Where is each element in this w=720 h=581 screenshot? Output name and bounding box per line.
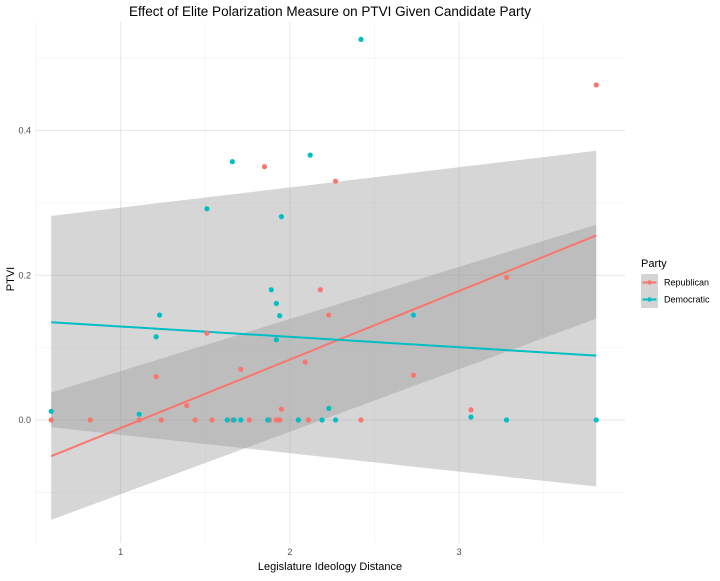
data-point-republican	[48, 417, 54, 423]
data-point-republican	[410, 372, 417, 378]
data-point-democratic	[136, 411, 142, 417]
data-point-republican	[593, 82, 599, 88]
data-point-republican	[302, 359, 308, 365]
legend-label-republican: Republican	[664, 278, 709, 288]
data-point-republican	[204, 330, 210, 336]
data-point-republican	[158, 417, 164, 423]
legend-key-point	[647, 297, 652, 302]
data-point-republican	[332, 178, 339, 184]
data-point-democratic	[326, 405, 332, 412]
data-point-republican	[317, 287, 323, 293]
data-point-republican	[136, 417, 142, 423]
data-point-democratic	[224, 417, 230, 423]
confidence-ribbon-layer	[51, 150, 597, 520]
data-point-democratic	[265, 417, 271, 423]
x-tick-label: 3	[457, 547, 462, 557]
data-point-republican	[87, 417, 93, 423]
legend-key-point	[647, 280, 652, 285]
data-point-republican	[153, 373, 159, 380]
y-tick-label: 0.4	[18, 126, 31, 136]
data-point-republican	[238, 366, 244, 372]
tick-label-layer: 1 2 3 0.0 0.2 0.4	[18, 126, 461, 557]
data-point-democratic	[268, 287, 274, 293]
chart-title: Effect of Elite Polarization Measure on …	[129, 4, 531, 19]
data-point-republican	[326, 312, 332, 318]
data-point-democratic	[468, 414, 474, 420]
data-point-democratic	[156, 312, 163, 318]
x-axis-title: Legislature Ideology Distance	[258, 561, 402, 573]
data-point-republican	[209, 417, 215, 423]
x-tick-label: 2	[287, 547, 292, 557]
data-point-republican	[277, 417, 283, 423]
data-point-democratic	[238, 417, 244, 423]
data-point-democratic	[204, 206, 210, 212]
data-point-republican	[503, 274, 510, 281]
data-point-democratic	[410, 312, 417, 318]
grid-layer	[35, 22, 625, 543]
y-tick-label: 0.2	[18, 270, 31, 280]
data-point-democratic	[277, 313, 283, 319]
x-tick-label: 1	[118, 547, 123, 557]
data-point-republican	[468, 407, 474, 413]
data-point-republican	[261, 164, 268, 170]
data-point-republican	[184, 402, 190, 409]
data-point-republican	[358, 417, 364, 423]
fit-line-republican	[50, 234, 597, 458]
data-point-republican	[305, 417, 312, 423]
point-layer	[48, 36, 599, 423]
data-point-democratic	[358, 36, 364, 42]
data-point-democratic	[307, 152, 313, 158]
legend-title: Party	[641, 258, 667, 270]
data-point-democratic	[229, 159, 235, 165]
data-point-democratic	[319, 417, 325, 423]
confidence-ribbon-democratic	[51, 150, 597, 487]
legend-label-democratic: Democratic	[664, 295, 710, 305]
data-point-democratic	[295, 417, 301, 423]
data-point-democratic	[278, 214, 285, 220]
data-point-democratic	[48, 408, 54, 414]
confidence-ribbon-republican	[51, 224, 597, 520]
data-point-democratic	[153, 334, 159, 340]
data-point-democratic	[503, 417, 510, 423]
data-point-democratic	[332, 417, 339, 423]
data-point-democratic	[273, 337, 279, 343]
fit-line-democratic	[51, 321, 597, 357]
data-point-democratic	[273, 300, 279, 307]
fit-line-layer	[50, 234, 597, 458]
data-point-republican	[192, 417, 198, 423]
y-tick-label: 0.0	[18, 415, 31, 425]
legend-items: Republican Democratic	[641, 274, 710, 308]
legend: Party Republican Democratic	[641, 258, 710, 308]
y-axis-title: PTVI	[5, 267, 17, 291]
data-point-democratic	[231, 417, 237, 423]
data-point-republican	[246, 417, 252, 423]
data-point-republican	[278, 406, 285, 412]
data-point-democratic	[593, 417, 599, 423]
